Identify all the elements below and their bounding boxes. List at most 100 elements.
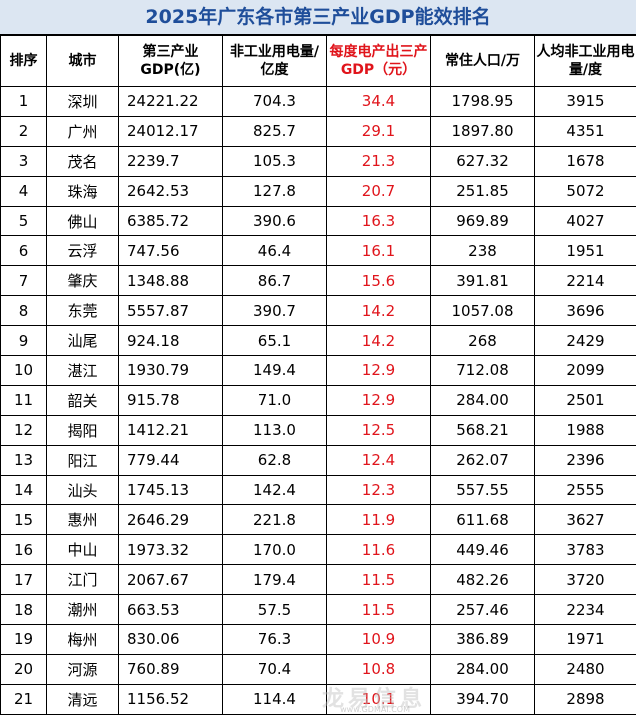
cell-city: 揭阳 xyxy=(46,414,119,446)
cell-electricity: 170.0 xyxy=(222,534,327,566)
cell-gdp: 6385.72 xyxy=(118,205,223,237)
cell-gdp: 760.89 xyxy=(118,653,223,685)
cell-gdp: 24221.22 xyxy=(118,86,223,117)
table-row: 14 汕头 1745.13 142.4 12.3 557.55 2555 xyxy=(0,474,636,506)
cell-rank: 17 xyxy=(0,564,47,596)
cell-electricity: 114.4 xyxy=(222,683,327,715)
cell-gdp: 1930.79 xyxy=(118,355,223,386)
cell-city: 广州 xyxy=(46,115,119,147)
cell-per-capita-electricity: 1971 xyxy=(534,624,636,655)
cell-population: 449.46 xyxy=(430,534,535,566)
cell-rank: 1 xyxy=(0,86,47,117)
cell-population: 482.26 xyxy=(430,564,535,596)
header-rank: 排序 xyxy=(0,35,47,87)
cell-gdp: 1348.88 xyxy=(118,265,223,297)
cell-electricity: 46.4 xyxy=(222,235,327,267)
cell-city: 中山 xyxy=(46,534,119,566)
table-row: 2 广州 24012.17 825.7 29.1 1897.80 4351 xyxy=(0,115,636,147)
cell-gdp-per-kwh: 11.5 xyxy=(326,594,431,626)
cell-population: 268 xyxy=(430,325,535,357)
cell-electricity: 57.5 xyxy=(222,594,327,626)
page-title: 2025年广东各市第三产业GDP能效排名 xyxy=(0,0,636,35)
cell-gdp-per-kwh: 11.9 xyxy=(326,504,431,536)
cell-per-capita-electricity: 3915 xyxy=(534,86,636,117)
table-row: 18 潮州 663.53 57.5 11.5 257.46 2234 xyxy=(0,594,636,626)
cell-per-capita-electricity: 2898 xyxy=(534,683,636,715)
cell-population: 262.07 xyxy=(430,444,535,476)
cell-electricity: 142.4 xyxy=(222,474,327,506)
cell-population: 611.68 xyxy=(430,504,535,536)
cell-gdp-per-kwh: 11.5 xyxy=(326,564,431,596)
cell-electricity: 62.8 xyxy=(222,444,327,476)
table-row: 3 茂名 2239.7 105.3 21.3 627.32 1678 xyxy=(0,145,636,177)
cell-rank: 21 xyxy=(0,683,47,715)
table-row: 9 汕尾 924.18 65.1 14.2 268 2429 xyxy=(0,325,636,357)
cell-gdp-per-kwh: 11.6 xyxy=(326,534,431,566)
cell-city: 江门 xyxy=(46,564,119,596)
cell-city: 佛山 xyxy=(46,205,119,237)
cell-electricity: 390.6 xyxy=(222,205,327,237)
table-row: 13 阳江 779.44 62.8 12.4 262.07 2396 xyxy=(0,444,636,476)
cell-rank: 11 xyxy=(0,384,47,416)
cell-gdp: 2067.67 xyxy=(118,564,223,596)
table-row: 7 肇庆 1348.88 86.7 15.6 391.81 2214 xyxy=(0,265,636,297)
cell-gdp-per-kwh: 10.8 xyxy=(326,653,431,685)
header-city: 城市 xyxy=(46,35,119,87)
cell-rank: 10 xyxy=(0,355,47,386)
cell-gdp: 2239.7 xyxy=(118,145,223,177)
table-row: 19 梅州 830.06 76.3 10.9 386.89 1971 xyxy=(0,624,636,655)
cell-per-capita-electricity: 2396 xyxy=(534,444,636,476)
cell-rank: 7 xyxy=(0,265,47,297)
cell-rank: 15 xyxy=(0,504,47,536)
cell-gdp: 5557.87 xyxy=(118,295,223,327)
table-row: 12 揭阳 1412.21 113.0 12.5 568.21 1988 xyxy=(0,414,636,446)
header-electricity: 非工业用电量/亿度 xyxy=(222,35,327,87)
cell-gdp: 1412.21 xyxy=(118,414,223,446)
cell-population: 1798.95 xyxy=(430,86,535,117)
cell-gdp-per-kwh: 15.6 xyxy=(326,265,431,297)
cell-city: 梅州 xyxy=(46,624,119,655)
cell-gdp-per-kwh: 14.2 xyxy=(326,295,431,327)
header-row: 排序 城市 第三产业GDP(亿) 非工业用电量/亿度 每度电产出三产GDP（元）… xyxy=(0,35,636,87)
watermark-url: www.GDMAI.COM xyxy=(340,705,410,714)
cell-gdp-per-kwh: 10.9 xyxy=(326,624,431,655)
cell-city: 肇庆 xyxy=(46,265,119,297)
cell-city: 茂名 xyxy=(46,145,119,177)
cell-rank: 9 xyxy=(0,325,47,357)
cell-population: 238 xyxy=(430,235,535,267)
cell-electricity: 105.3 xyxy=(222,145,327,177)
cell-gdp-per-kwh: 12.3 xyxy=(326,474,431,506)
cell-population: 969.89 xyxy=(430,205,535,237)
cell-rank: 16 xyxy=(0,534,47,566)
cell-per-capita-electricity: 2234 xyxy=(534,594,636,626)
cell-population: 284.00 xyxy=(430,384,535,416)
cell-per-capita-electricity: 2429 xyxy=(534,325,636,357)
table-row: 1 深圳 24221.22 704.3 34.4 1798.95 3915 xyxy=(0,86,636,117)
cell-rank: 5 xyxy=(0,205,47,237)
cell-rank: 18 xyxy=(0,594,47,626)
cell-electricity: 221.8 xyxy=(222,504,327,536)
cell-gdp: 924.18 xyxy=(118,325,223,357)
cell-population: 627.32 xyxy=(430,145,535,177)
cell-electricity: 704.3 xyxy=(222,86,327,117)
cell-population: 251.85 xyxy=(430,175,535,207)
table-row: 15 惠州 2646.29 221.8 11.9 611.68 3627 xyxy=(0,504,636,536)
cell-city: 潮州 xyxy=(46,594,119,626)
cell-electricity: 65.1 xyxy=(222,325,327,357)
cell-city: 深圳 xyxy=(46,86,119,117)
cell-per-capita-electricity: 5072 xyxy=(534,175,636,207)
cell-per-capita-electricity: 4351 xyxy=(534,115,636,147)
cell-rank: 8 xyxy=(0,295,47,327)
cell-gdp-per-kwh: 21.3 xyxy=(326,145,431,177)
cell-gdp-per-kwh: 12.9 xyxy=(326,355,431,386)
cell-city: 云浮 xyxy=(46,235,119,267)
cell-gdp: 24012.17 xyxy=(118,115,223,147)
cell-gdp: 2642.53 xyxy=(118,175,223,207)
table-row: 16 中山 1973.32 170.0 11.6 449.46 3783 xyxy=(0,534,636,566)
cell-city: 阳江 xyxy=(46,444,119,476)
cell-city: 河源 xyxy=(46,653,119,685)
table-row: 6 云浮 747.56 46.4 16.1 238 1951 xyxy=(0,235,636,267)
cell-rank: 14 xyxy=(0,474,47,506)
table-row: 21 清远 1156.52 114.4 10.1 394.70 2898 xyxy=(0,683,636,715)
cell-city: 惠州 xyxy=(46,504,119,536)
